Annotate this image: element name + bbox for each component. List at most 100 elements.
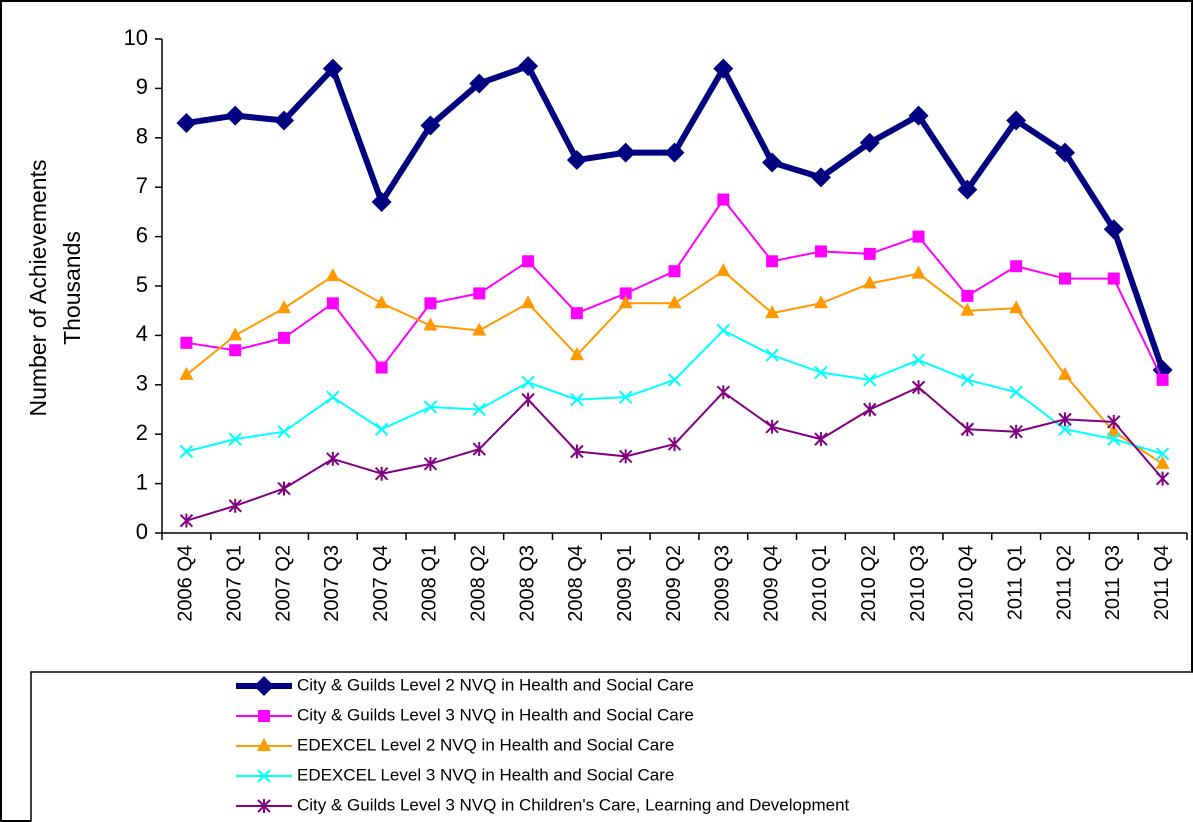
x-tick-label: 2009 Q3 [712,545,734,622]
data-point [618,295,633,309]
legend-box [30,671,1193,822]
x-tick-label: 2009 Q4 [760,545,782,622]
data-point [713,58,734,79]
data-point [228,432,242,446]
x-tick-label: 2007 Q1 [223,545,245,622]
data-point [765,348,779,362]
legend-label: EDEXCEL Level 3 NVQ in Health and Social… [297,765,674,784]
x-tick-label: 2008 Q2 [468,545,490,622]
x-tick-label: 2010 Q3 [907,545,929,622]
data-point [1057,366,1072,380]
y-tick-label: 0 [136,519,148,544]
data-point [469,73,490,94]
data-point [667,295,682,309]
data-point [1156,373,1169,386]
data-point [908,105,929,126]
x-tick-label: 2011 Q3 [1102,545,1124,620]
data-point [521,392,535,407]
data-point [423,317,438,331]
data-point [1058,272,1071,285]
data-point [960,422,975,437]
x-tick-label: 2009 Q1 [614,545,636,622]
data-point [1009,300,1024,314]
data-point [278,331,291,344]
x-tick-label: 2008 Q4 [565,545,587,622]
data-point [717,193,730,206]
data-point [664,142,685,163]
data-point [810,167,831,188]
data-point [180,336,193,349]
data-point [1103,219,1124,240]
data-point [1155,471,1170,486]
data-point [615,142,636,163]
data-point [814,365,828,380]
data-point [374,466,389,481]
data-point [1010,260,1023,273]
x-tick-label: 2008 Q3 [516,545,538,622]
x-tick-label: 2008 Q1 [419,545,441,622]
data-point [1155,447,1170,461]
data-point [322,58,343,79]
data-point [814,245,827,258]
data-point [618,390,633,404]
x-tick-label: 2006 Q4 [175,545,197,622]
data-point [619,287,632,300]
data-point [277,300,292,314]
data-point [667,437,682,452]
data-point [566,150,587,171]
y-tick-label: 4 [136,321,148,346]
data-point [371,192,392,213]
data-point [473,287,486,300]
data-point [472,322,487,336]
data-point [716,263,731,277]
data-point [911,380,926,395]
data-point [1058,422,1072,436]
data-point [813,295,828,309]
y-tick-label: 10 [124,25,148,50]
x-tick-label: 2010 Q4 [956,545,978,622]
data-point [472,442,486,457]
data-point [326,390,340,404]
data-point [716,323,731,338]
data-point [1155,455,1170,469]
data-point [863,402,877,417]
data-point [814,432,828,447]
data-point [179,366,194,380]
data-point [326,297,339,310]
legend-label: City & Guilds Level 2 NVQ in Health and … [297,675,694,694]
data-point [765,419,779,434]
x-tick-label: 2007 Q4 [370,545,392,622]
data-point [765,305,780,319]
y-tick-label: 2 [136,420,148,445]
x-tick-label: 2011 Q2 [1053,545,1075,620]
data-point [424,297,437,310]
data-point [225,105,246,126]
data-point [1107,414,1121,429]
x-tick-label: 2007 Q2 [272,545,294,622]
data-point [1006,110,1027,131]
x-tick-label: 2007 Q3 [321,545,343,622]
data-point [862,275,877,289]
data-point [228,498,242,513]
data-point [960,373,975,387]
data-point [325,268,340,282]
data-point [472,402,486,417]
data-point [570,444,584,459]
data-point [274,110,295,131]
data-point [957,179,978,200]
data-point [1009,424,1023,439]
data-point [423,400,438,414]
legend-marker [257,769,271,783]
data-point [229,344,242,357]
data-point [716,385,731,400]
data-point [667,373,682,387]
data-point [859,132,880,153]
data-point [176,112,197,133]
legend-label: EDEXCEL Level 2 NVQ in Health and Social… [297,735,674,754]
data-point [863,247,876,260]
x-tick-label: 2010 Q2 [858,545,880,622]
data-point [911,353,926,367]
data-point [522,255,535,268]
data-point [374,422,389,436]
